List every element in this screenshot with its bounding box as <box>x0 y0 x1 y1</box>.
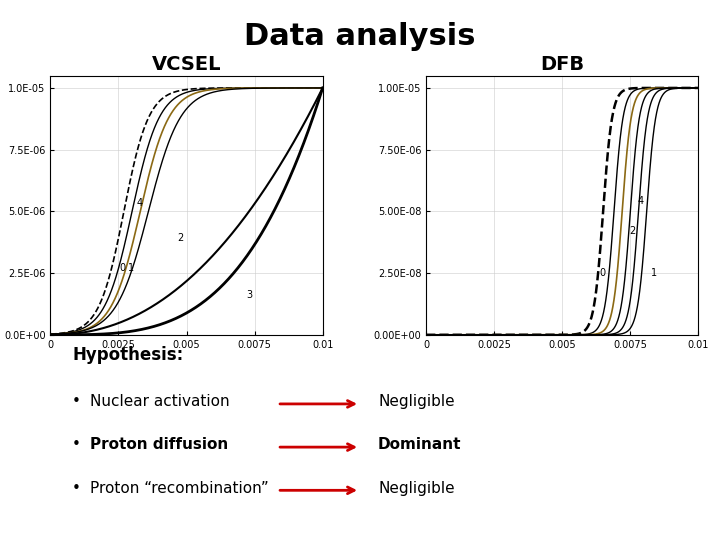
Text: Dominant: Dominant <box>378 437 462 453</box>
Text: •: • <box>72 394 81 409</box>
Text: 2: 2 <box>629 226 635 235</box>
Text: Data analysis: Data analysis <box>244 22 476 51</box>
Text: Hypothesis:: Hypothesis: <box>72 346 184 363</box>
Title: VCSEL: VCSEL <box>152 55 221 74</box>
Text: 3: 3 <box>246 290 253 300</box>
Text: Negligible: Negligible <box>378 394 454 409</box>
Text: •: • <box>72 437 81 453</box>
Text: 1: 1 <box>128 262 134 273</box>
Text: 4: 4 <box>637 196 643 206</box>
Text: 1: 1 <box>651 267 657 278</box>
Text: 0: 0 <box>120 262 126 273</box>
Text: Proton diffusion: Proton diffusion <box>90 437 228 453</box>
Text: 4: 4 <box>136 198 143 208</box>
Text: Negligible: Negligible <box>378 481 454 496</box>
Text: Proton “recombination”: Proton “recombination” <box>90 481 269 496</box>
Text: 2: 2 <box>177 233 184 243</box>
Title: DFB: DFB <box>540 55 585 74</box>
Text: 0: 0 <box>599 267 605 278</box>
Text: Nuclear activation: Nuclear activation <box>90 394 230 409</box>
Text: •: • <box>72 481 81 496</box>
